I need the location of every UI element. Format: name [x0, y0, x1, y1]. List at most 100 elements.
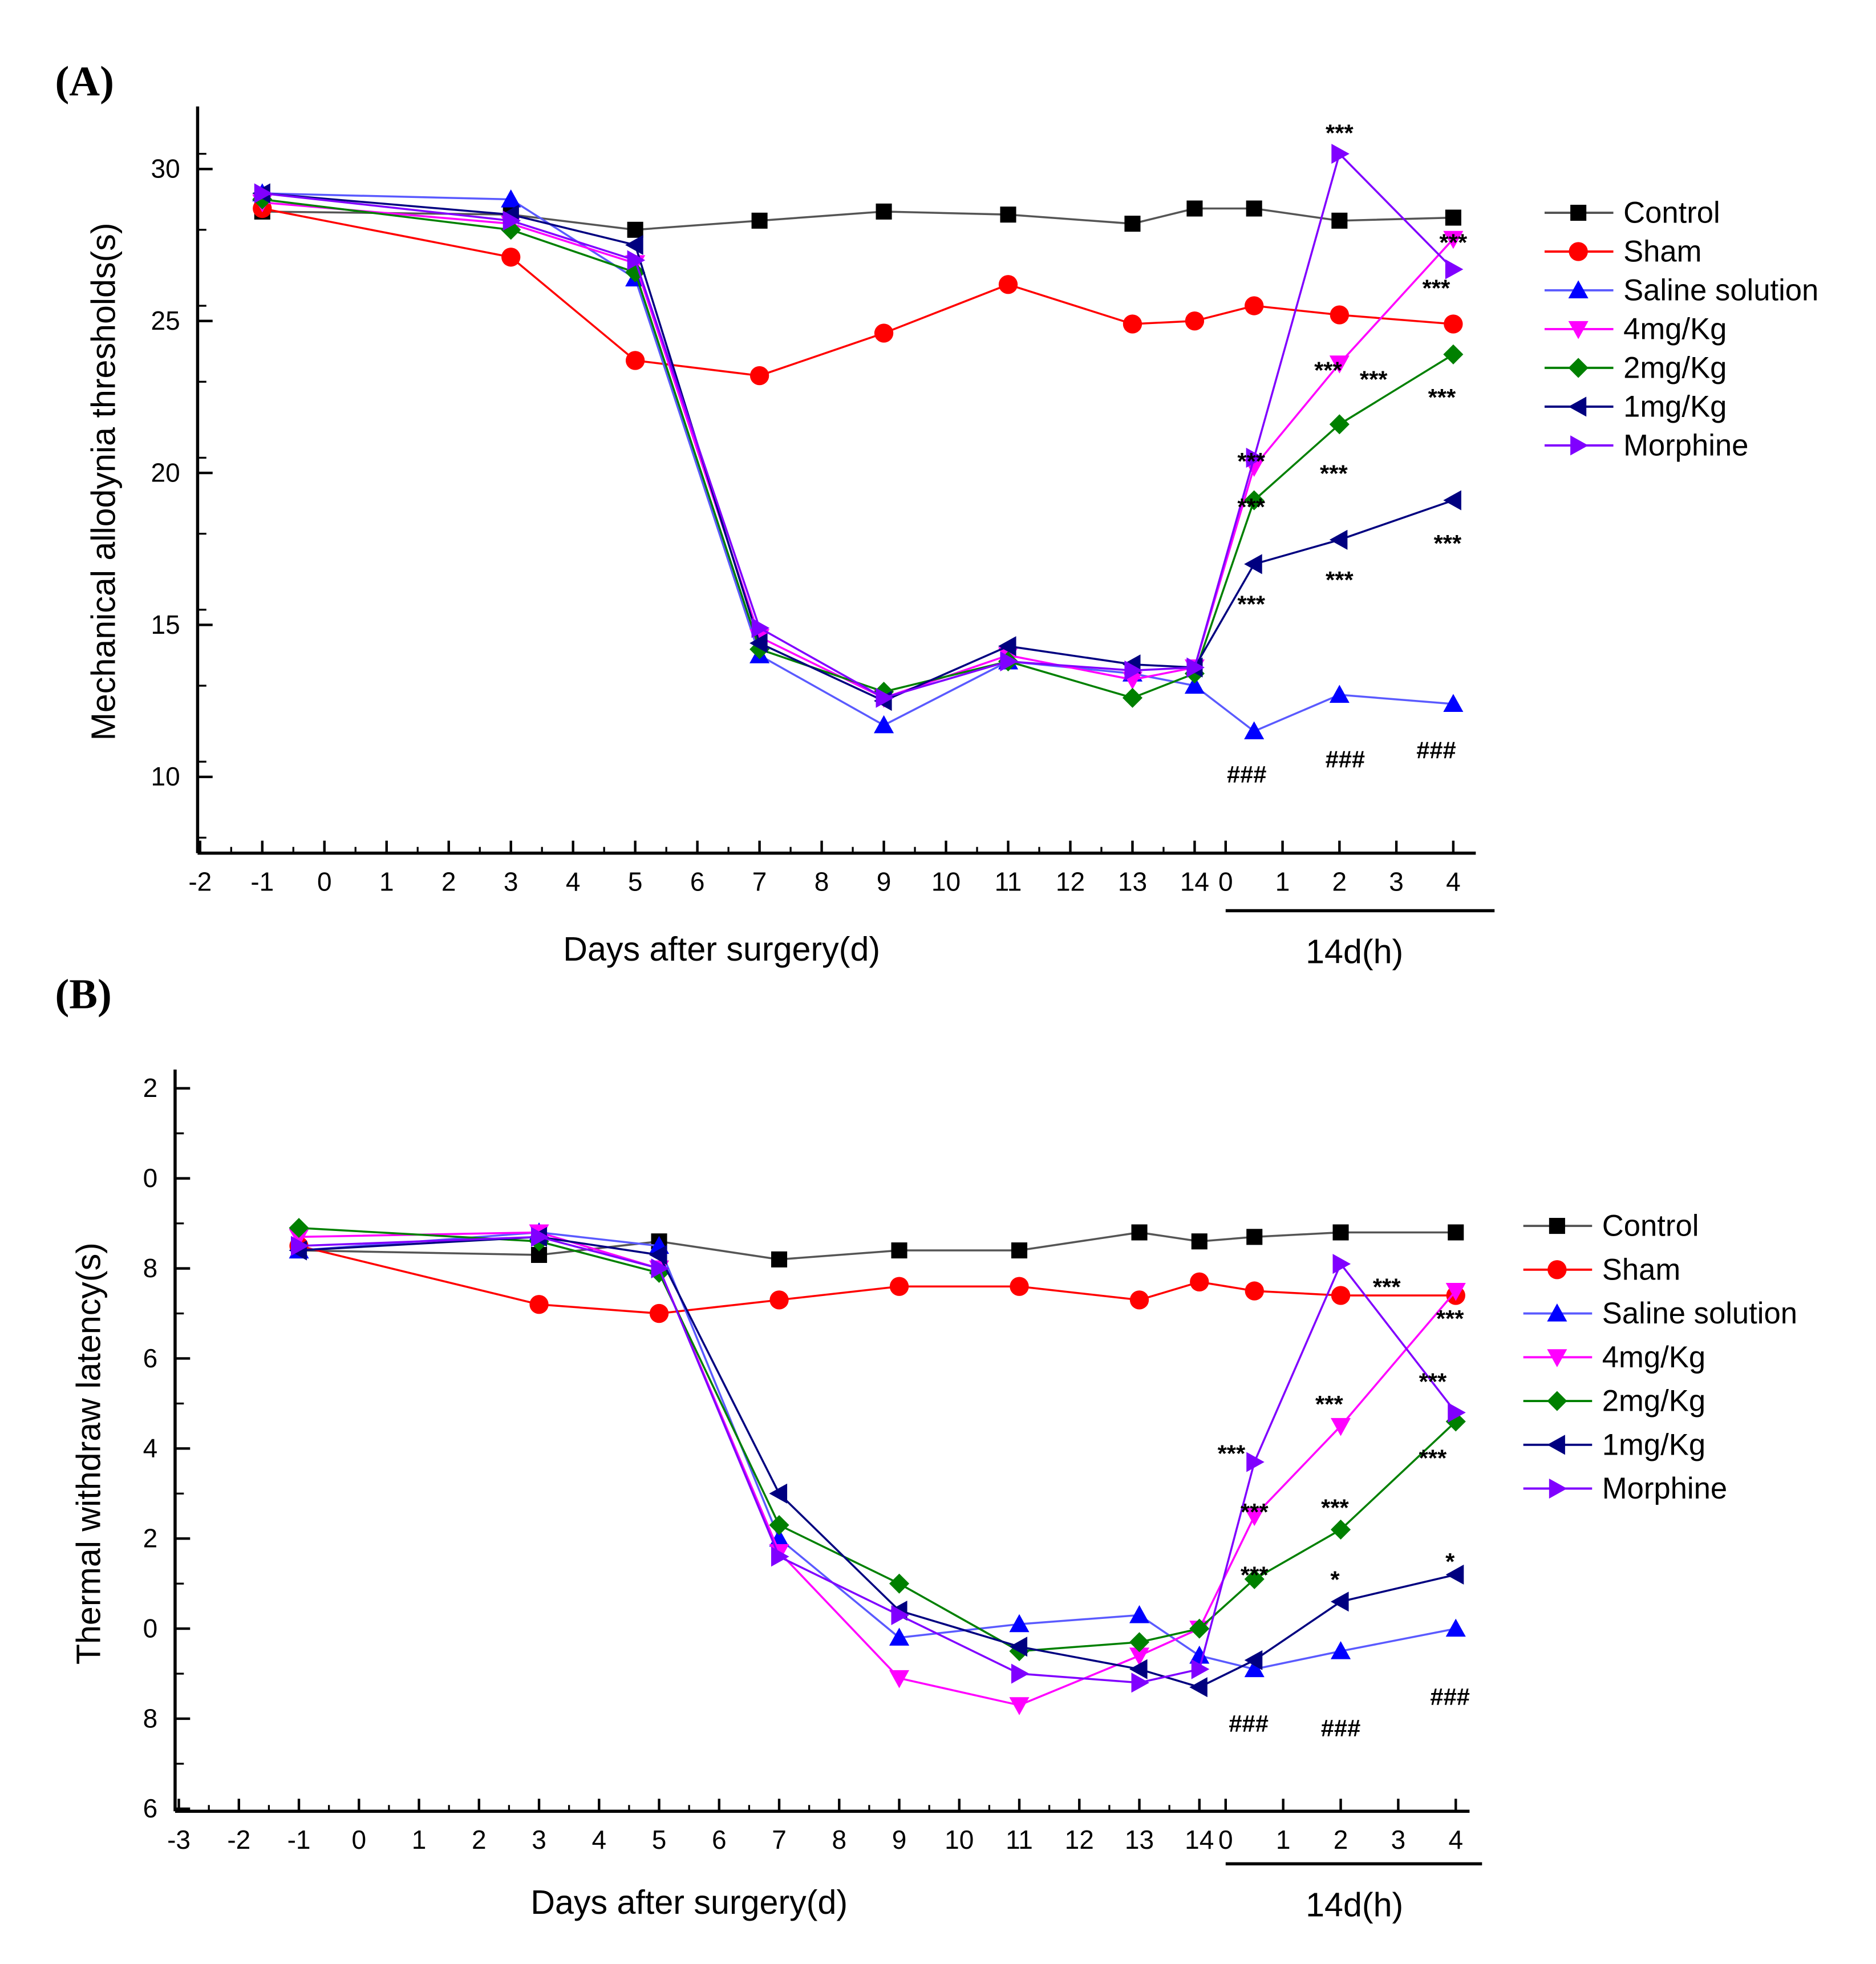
data-point: [289, 1229, 309, 1247]
data-point: [1009, 1697, 1030, 1715]
data-point: [1009, 1614, 1030, 1633]
data-point: [1122, 687, 1143, 708]
y-tick-label: 6: [143, 1793, 158, 1823]
series-1mg-kg: [289, 1226, 1464, 1698]
x-tick-label-hour: 4: [1446, 866, 1461, 896]
x-tick-label-day: 13: [1118, 866, 1147, 896]
data-point: [1330, 305, 1350, 325]
significance-annotation: ###: [1229, 1710, 1269, 1737]
data-point: [889, 1627, 910, 1646]
series-control: [254, 200, 1461, 238]
data-point: [1129, 1290, 1149, 1310]
x-axis-secondary-title: 14d(h): [1306, 1885, 1403, 1923]
data-point: [1331, 1286, 1351, 1305]
data-point: [1443, 490, 1461, 511]
data-point: [531, 1226, 549, 1247]
legend-label: 1mg/Kg: [1623, 390, 1727, 423]
x-tick-label-hour: 3: [1389, 866, 1404, 896]
data-point: [1186, 200, 1203, 217]
data-point: [1124, 216, 1141, 232]
x-tick-label-day: 4: [591, 1825, 606, 1854]
series-line: [262, 198, 1454, 699]
legend-marker: [1568, 396, 1587, 417]
data-point: [1329, 414, 1350, 435]
x-tick-label-day: 10: [931, 866, 961, 896]
data-point: [1244, 1569, 1265, 1589]
legend-marker: [1547, 1435, 1565, 1455]
x-tick-label-day: 1: [412, 1825, 427, 1854]
data-point: [529, 1295, 549, 1314]
data-point: [1246, 200, 1262, 217]
significance-annotation: ***: [1360, 366, 1388, 392]
data-point: [1185, 311, 1205, 331]
x-tick-label-day: 8: [815, 866, 829, 896]
y-tick-label: 2: [143, 1073, 158, 1103]
series-line: [299, 1231, 1457, 1707]
x-tick-label-day: 11: [1006, 1825, 1033, 1854]
legend-label: Saline solution: [1602, 1297, 1797, 1330]
data-point: [1329, 529, 1348, 550]
x-tick-label-day: 13: [1125, 1825, 1154, 1854]
data-point: [1124, 660, 1143, 681]
data-point: [1246, 1452, 1265, 1472]
data-point: [1329, 355, 1350, 374]
y-tick-label: 10: [151, 762, 180, 791]
data-point: [1244, 554, 1262, 574]
significance-annotation: ***: [1434, 530, 1462, 557]
x-axis-title: Days after surgery(d): [563, 930, 880, 968]
data-point: [1246, 447, 1265, 468]
series-line: [262, 152, 1454, 699]
data-point: [625, 234, 643, 256]
y-tick-label: 30: [151, 154, 180, 184]
significance-annotation: ***: [1218, 1440, 1246, 1467]
significance-annotation: ***: [1237, 493, 1265, 520]
legend-marker: [1570, 435, 1589, 456]
x-tick-label-day: 0: [351, 1825, 366, 1854]
x-tick-label-day: 4: [566, 866, 581, 896]
data-point: [1184, 675, 1205, 694]
x-tick-label-day: 3: [504, 866, 518, 896]
data-point: [771, 1546, 789, 1567]
data-point: [1244, 1650, 1263, 1670]
x-tick-label-day: 2: [472, 1825, 487, 1854]
data-point: [749, 366, 769, 386]
series-2mg-kg: [289, 1218, 1466, 1662]
y-tick-label: 2: [143, 1524, 158, 1553]
series-saline-solution: [289, 1222, 1466, 1678]
y-tick-label: 6: [143, 1343, 158, 1373]
data-point: [1123, 314, 1142, 334]
y-tick-label: 15: [151, 610, 180, 639]
series-morphine: [291, 1226, 1466, 1693]
series-line: [262, 201, 1454, 699]
series-line: [262, 192, 1454, 702]
data-point: [891, 1242, 907, 1259]
data-point: [501, 248, 521, 267]
x-tick-label-day: -2: [227, 1825, 250, 1854]
data-point: [503, 210, 521, 231]
legend-label: Morphine: [1623, 428, 1748, 462]
data-point: [1190, 1272, 1209, 1291]
data-point: [769, 1483, 788, 1504]
y-tick-label: 0: [143, 1163, 158, 1193]
data-point: [627, 250, 646, 270]
significance-annotation: ***: [1326, 566, 1354, 593]
data-point: [1010, 1277, 1029, 1296]
significance-annotation: ###: [1430, 1683, 1470, 1710]
significance-annotation: ***: [1241, 1562, 1269, 1589]
data-point: [1011, 1242, 1028, 1259]
x-tick-label-day: 5: [628, 866, 643, 896]
legend-marker: [1570, 204, 1587, 221]
x-tick-label-hour: 2: [1334, 1825, 1348, 1854]
y-tick-label: 4: [143, 1433, 158, 1463]
panel-b-label: (B): [55, 971, 111, 1018]
data-point: [1445, 1564, 1464, 1585]
legend-label: 4mg/Kg: [1623, 312, 1727, 346]
x-tick-label-day: 2: [441, 866, 456, 896]
legend-marker: [1549, 1218, 1565, 1234]
x-tick-label-day: -3: [167, 1825, 191, 1854]
x-axis-secondary-title: 14d(h): [1306, 933, 1403, 971]
significance-annotation: ***: [1320, 460, 1348, 487]
x-tick-label-hour: 0: [1218, 866, 1233, 896]
data-point: [1245, 296, 1264, 315]
